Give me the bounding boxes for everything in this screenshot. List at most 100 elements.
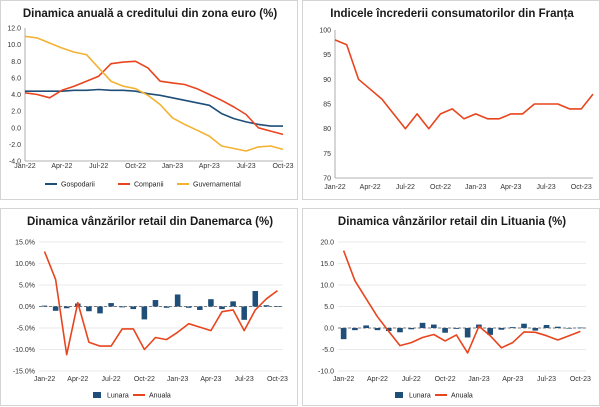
bar-lunara: [208, 299, 214, 307]
bar-lunara: [163, 306, 170, 308]
chart-title: Dinamica vânzărilor retail din Danemarca…: [27, 216, 273, 228]
bar-lunara: [385, 328, 392, 332]
y-tick-label: 8.0: [11, 59, 21, 66]
bar-lunara: [532, 328, 539, 331]
france-confidence-chart-panel: Indicele încrederii consumatorilor din F…: [302, 0, 600, 200]
x-tick-label: Jan-23: [465, 184, 487, 191]
bar-lunara: [174, 294, 181, 307]
x-tick-label: Apr-23: [502, 376, 523, 383]
series-line-guvernamental: [24, 35, 284, 152]
legend-label-anuala: Anuala: [451, 393, 473, 400]
credit-euro-chart: Dinamica anuală a creditului din zona eu…: [7, 8, 293, 189]
y-tick-label: -2.0: [9, 142, 21, 149]
bar-lunara: [97, 306, 103, 314]
bar-lunara: [252, 291, 259, 307]
x-tick-label: Jan-22: [14, 163, 36, 170]
bar-lunara: [566, 328, 572, 329]
bar-lunara: [521, 323, 527, 328]
y-tick-label: 100: [319, 28, 331, 35]
series-line-gospodarii: [25, 88, 283, 127]
legend-label-lunara: Lunara: [409, 393, 431, 400]
x-tick-label: Jan-23: [167, 376, 189, 383]
series-line-franța: [334, 39, 594, 130]
y-tick-label: 10.0: [7, 42, 21, 49]
bar-lunara: [230, 301, 236, 307]
x-tick-label: Jan-23: [162, 163, 184, 170]
y-tick-label: 10.0: [320, 283, 334, 290]
bar-lunara: [141, 306, 148, 320]
x-tick-label: Jul-22: [89, 163, 108, 170]
x-tick-label: Jan-22: [324, 184, 346, 191]
bar-lunara: [509, 327, 516, 328]
legend-swatch-lunara: [395, 392, 403, 398]
x-tick-label: Oct-22: [134, 376, 155, 383]
bar-lunara: [274, 306, 281, 307]
lithuania-retail-chart: Dinamica vânzărilor retail din Lituania …: [318, 216, 591, 400]
y-tick-label: 15.0: [320, 261, 334, 268]
bar-lunara: [498, 328, 505, 330]
legend-label-lunara: Lunara: [107, 393, 129, 400]
chart-title: Dinamica vânzărilor retail din Lituania …: [338, 216, 566, 228]
x-tick-label: Apr-23: [200, 376, 221, 383]
series-line-companii: [24, 60, 284, 136]
bar-lunara: [374, 328, 381, 331]
x-tick-label: Jul-23: [237, 163, 256, 170]
y-tick-label: 2.0: [11, 109, 21, 116]
y-tick-label: -4.0: [9, 159, 21, 166]
bar-lunara: [130, 306, 137, 310]
bar-lunara: [63, 306, 70, 309]
bar-lunara: [442, 328, 448, 333]
x-tick-label: Oct-23: [571, 184, 592, 191]
x-tick-label: Jul-23: [537, 184, 556, 191]
bar-lunara: [340, 328, 347, 340]
bar-lunara: [408, 328, 415, 330]
legend-swatch-lunara: [93, 392, 101, 398]
bar-lunara: [397, 328, 403, 333]
y-tick-label: -10.0%: [13, 347, 35, 354]
x-tick-label: Jan-23: [468, 376, 490, 383]
x-tick-label: Apr-23: [199, 163, 220, 170]
y-tick-label: -5.0%: [17, 326, 35, 333]
x-tick-label: Oct-22: [435, 376, 456, 383]
denmark-retail-chart-panel: Dinamica vânzărilor retail din Danemarca…: [0, 208, 298, 406]
bar-lunara: [543, 324, 550, 328]
bar-lunara: [453, 328, 460, 329]
y-tick-label: 20.0: [320, 240, 334, 247]
x-tick-label: Jul-23: [537, 376, 556, 383]
series-line-anuala: [43, 251, 278, 356]
credit-euro-chart-panel: Dinamica anuală a creditului din zona eu…: [0, 0, 298, 200]
y-tick-label: -10.0: [318, 369, 334, 376]
x-tick-label: Apr-23: [500, 184, 521, 191]
y-tick-label: 5.0%: [19, 283, 35, 290]
bar-lunara: [219, 306, 225, 310]
bar-lunara: [86, 306, 92, 312]
y-tick-label: 90: [323, 77, 331, 84]
x-tick-label: Oct-22: [125, 163, 146, 170]
bar-lunara: [487, 328, 493, 335]
bar-lunara: [241, 306, 247, 320]
x-tick-label: Jul-23: [235, 376, 254, 383]
x-tick-label: Oct-22: [430, 184, 451, 191]
bar-lunara: [464, 328, 471, 338]
y-tick-label: 6.0: [11, 75, 21, 82]
legend-label-companii: Companii: [134, 182, 164, 189]
x-tick-label: Jan-22: [34, 376, 56, 383]
x-tick-label: Oct-23: [272, 163, 293, 170]
x-tick-label: Apr-22: [367, 376, 388, 383]
bar-lunara: [363, 325, 369, 328]
x-tick-label: Oct-23: [267, 376, 288, 383]
x-tick-label: Jul-22: [102, 376, 121, 383]
lithuania-retail-chart-panel: Dinamica vânzărilor retail din Lituania …: [302, 208, 600, 406]
france-confidence-chart: Indicele încrederii consumatorilor din F…: [319, 8, 594, 191]
bar-lunara: [577, 327, 584, 329]
y-tick-label: -15.0%: [13, 369, 35, 376]
denmark-retail-chart: Dinamica vânzărilor retail din Danemarca…: [13, 216, 288, 400]
bar-lunara: [431, 324, 437, 328]
y-tick-label: 70: [323, 176, 331, 183]
chart-title: Dinamica anuală a creditului din zona eu…: [23, 8, 277, 20]
y-tick-label: 15.0%: [15, 240, 35, 247]
y-tick-label: 4.0: [11, 92, 21, 99]
y-tick-label: 0.0: [11, 125, 21, 132]
chart-title: Indicele încrederii consumatorilor din F…: [330, 8, 574, 20]
y-tick-label: -5.0: [322, 347, 334, 354]
